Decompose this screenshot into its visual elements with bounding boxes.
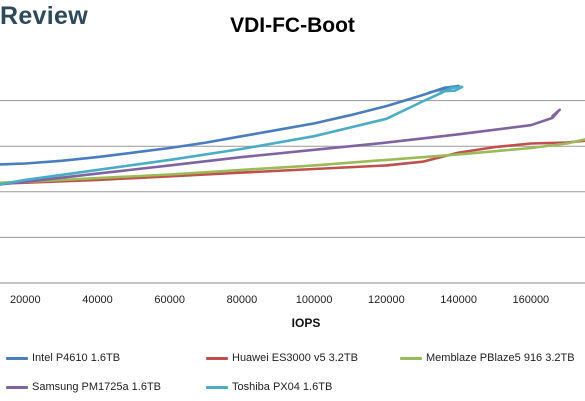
x-tick-labels: 20000 40000 60000 80000 100000 120000 140000 16… (10, 294, 549, 306)
x-tick-label: 120000 (368, 294, 405, 306)
x-tick-label: 140000 (440, 294, 477, 306)
series-line-4 (0, 108, 561, 186)
x-tick-label: 20000 (10, 294, 41, 306)
grid-lines (0, 100, 585, 284)
x-axis-label: IOPS (292, 316, 321, 330)
x-tick-label: 40000 (82, 294, 113, 306)
chart-title: VDI-FC-Boot (230, 14, 355, 37)
series-line-5 (0, 85, 464, 186)
series-lines (0, 84, 585, 186)
series-line-2 (0, 139, 585, 185)
x-tick-label: 60000 (154, 294, 185, 306)
x-tick-label: 160000 (512, 294, 549, 306)
x-tick-label: 80000 (227, 294, 258, 306)
x-tick-label: 100000 (296, 294, 333, 306)
site-logo: Review (0, 2, 88, 30)
series-line-3 (0, 138, 585, 184)
series-line-1 (0, 84, 460, 166)
